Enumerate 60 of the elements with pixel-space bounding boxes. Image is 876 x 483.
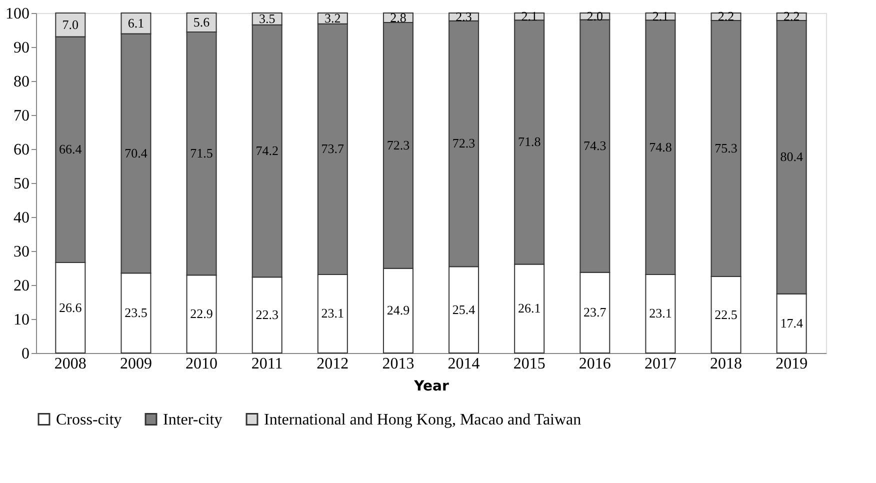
data-label: 72.3 bbox=[452, 136, 476, 151]
x-tick-label: 2008 bbox=[54, 356, 86, 372]
data-label: 25.4 bbox=[452, 302, 476, 317]
x-tick-label: 2012 bbox=[316, 356, 349, 372]
data-label: 71.8 bbox=[518, 134, 541, 150]
y-tick-label: 100 bbox=[6, 6, 30, 22]
data-label: 24.9 bbox=[386, 302, 410, 318]
data-label: 74.2 bbox=[256, 143, 278, 158]
data-label: 17.4 bbox=[780, 315, 804, 330]
data-label: 2.8 bbox=[390, 10, 406, 25]
data-label: 74.3 bbox=[584, 138, 606, 154]
data-label: 2.2 bbox=[718, 8, 734, 24]
data-label: 75.3 bbox=[714, 140, 738, 156]
y-tick-label: 10 bbox=[14, 312, 30, 328]
data-label: 26.1 bbox=[518, 300, 541, 316]
x-axis-title: Year bbox=[413, 378, 449, 394]
data-label: 3.2 bbox=[324, 10, 341, 26]
data-label: 74.8 bbox=[649, 139, 672, 154]
data-label: 2.3 bbox=[456, 8, 472, 24]
y-tick-label: 60 bbox=[14, 142, 30, 158]
x-tick-label: 2010 bbox=[186, 356, 218, 372]
y-tick-label: 20 bbox=[14, 278, 30, 294]
y-tick-label: 0 bbox=[22, 346, 30, 362]
x-tick-label: 2013 bbox=[382, 356, 414, 372]
data-label: 22.9 bbox=[190, 306, 213, 322]
legend-label: Cross-city bbox=[56, 411, 122, 428]
x-tick-label: 2011 bbox=[251, 356, 283, 372]
data-label: 5.6 bbox=[193, 14, 210, 30]
x-tick-label: 2018 bbox=[710, 356, 742, 372]
data-label: 73.7 bbox=[321, 141, 345, 156]
data-label: 26.6 bbox=[59, 300, 82, 315]
data-label: 66.4 bbox=[59, 142, 82, 157]
y-tick-label: 80 bbox=[14, 74, 30, 90]
x-tick-label: 2009 bbox=[120, 356, 152, 372]
y-tick-label: 40 bbox=[14, 210, 30, 226]
data-label: 72.3 bbox=[386, 137, 410, 152]
data-label: 23.5 bbox=[124, 305, 148, 320]
data-label: 70.4 bbox=[124, 145, 148, 160]
y-tick-label: 30 bbox=[14, 244, 30, 260]
data-label: 3.5 bbox=[258, 10, 276, 26]
data-label: 23.1 bbox=[321, 306, 344, 321]
y-tick-label: 90 bbox=[14, 40, 30, 56]
data-label: 22.5 bbox=[714, 306, 738, 322]
y-tick-label: 70 bbox=[14, 108, 30, 124]
data-label: 2.2 bbox=[783, 8, 800, 24]
data-label: 23.1 bbox=[649, 306, 672, 321]
x-tick-label: 2017 bbox=[644, 356, 676, 372]
x-tick-label: 2014 bbox=[448, 356, 480, 372]
data-label: 6.1 bbox=[128, 15, 144, 30]
data-label: 7.0 bbox=[62, 16, 79, 32]
legend-label: Inter-city bbox=[163, 411, 222, 428]
x-tick-label: 2015 bbox=[513, 356, 546, 372]
data-label: 80.4 bbox=[780, 149, 804, 164]
y-tick-label: 50 bbox=[14, 176, 30, 192]
data-label: 22.3 bbox=[256, 307, 278, 322]
legend-label: International and Hong Kong, Macao and Taiwan bbox=[264, 411, 582, 428]
data-label: 71.5 bbox=[190, 146, 213, 161]
x-tick-label: 2016 bbox=[578, 356, 611, 372]
x-tick-label: 2019 bbox=[776, 356, 808, 372]
data-label: 23.7 bbox=[584, 304, 607, 320]
